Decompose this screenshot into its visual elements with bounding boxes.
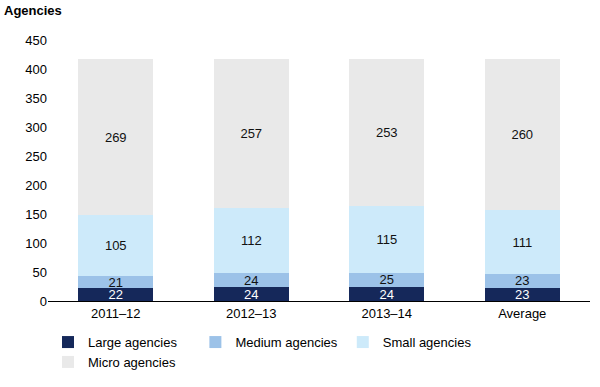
svg-text:253: 253 <box>376 125 398 140</box>
svg-text:Micro agencies: Micro agencies <box>88 355 176 370</box>
svg-text:25: 25 <box>380 272 394 287</box>
svg-text:24: 24 <box>380 287 394 302</box>
svg-text:350: 350 <box>25 91 47 106</box>
svg-text:22: 22 <box>109 287 123 302</box>
svg-text:112: 112 <box>241 233 262 248</box>
svg-text:0: 0 <box>40 294 47 309</box>
svg-text:Agencies: Agencies <box>4 3 62 18</box>
svg-text:100: 100 <box>25 236 47 251</box>
svg-text:300: 300 <box>25 120 47 135</box>
svg-text:111: 111 <box>512 235 532 250</box>
svg-text:2011–12: 2011–12 <box>91 306 141 321</box>
svg-text:450: 450 <box>25 33 47 48</box>
svg-text:250: 250 <box>25 149 47 164</box>
svg-text:115: 115 <box>376 232 397 247</box>
svg-text:24: 24 <box>244 273 258 288</box>
svg-text:50: 50 <box>33 265 47 280</box>
svg-text:Large agencies: Large agencies <box>88 335 177 350</box>
svg-text:21: 21 <box>109 275 123 290</box>
svg-text:2013–14: 2013–14 <box>361 306 412 321</box>
svg-text:105: 105 <box>105 238 127 253</box>
svg-text:Medium agencies: Medium agencies <box>235 335 337 350</box>
svg-text:257: 257 <box>240 126 262 141</box>
svg-text:Small agencies: Small agencies <box>383 335 472 350</box>
svg-text:Average: Average <box>498 306 546 321</box>
svg-text:150: 150 <box>25 207 47 222</box>
svg-text:260: 260 <box>511 127 533 142</box>
svg-text:400: 400 <box>25 62 47 77</box>
svg-text:269: 269 <box>105 130 127 145</box>
svg-text:24: 24 <box>244 287 258 302</box>
svg-text:23: 23 <box>515 287 529 302</box>
svg-text:23: 23 <box>515 273 529 288</box>
svg-text:2012–13: 2012–13 <box>226 306 277 321</box>
svg-text:200: 200 <box>25 178 47 193</box>
